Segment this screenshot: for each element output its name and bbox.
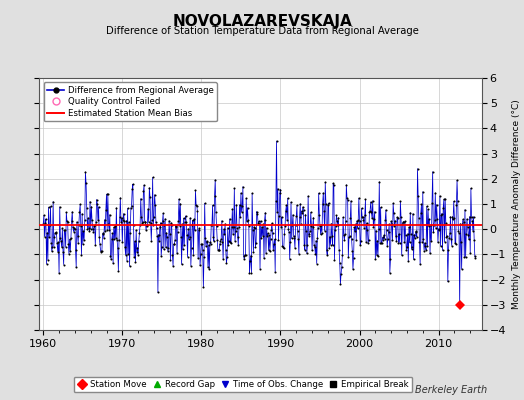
Text: Berkeley Earth: Berkeley Earth: [415, 385, 487, 395]
Text: Difference of Station Temperature Data from Regional Average: Difference of Station Temperature Data f…: [105, 26, 419, 36]
Legend: Station Move, Record Gap, Time of Obs. Change, Empirical Break: Station Move, Record Gap, Time of Obs. C…: [74, 376, 412, 392]
Y-axis label: Monthly Temperature Anomaly Difference (°C): Monthly Temperature Anomaly Difference (…: [512, 99, 521, 309]
Text: NOVOLAZAREVSKAJA: NOVOLAZAREVSKAJA: [172, 14, 352, 29]
